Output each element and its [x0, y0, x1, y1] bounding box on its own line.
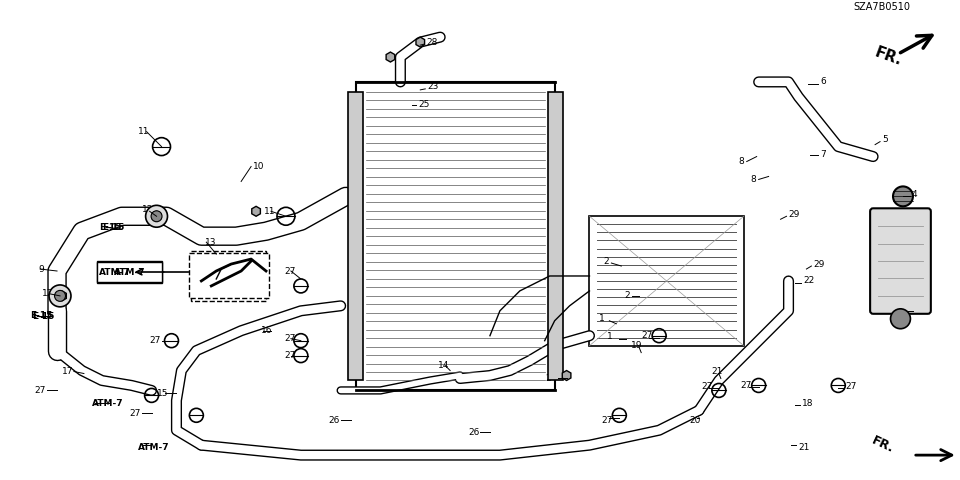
Text: ATM-7: ATM-7 [92, 399, 124, 408]
Text: 21: 21 [711, 367, 722, 376]
Polygon shape [563, 371, 571, 381]
Text: 2: 2 [604, 256, 609, 265]
Text: 29: 29 [813, 260, 825, 268]
Bar [355, 82, 555, 390]
Text: ATM-7: ATM-7 [114, 267, 146, 276]
Text: 27: 27 [741, 381, 752, 390]
Text: ATM-7: ATM-7 [137, 443, 169, 452]
Circle shape [55, 290, 65, 301]
Text: 23: 23 [427, 83, 439, 91]
Text: 10: 10 [253, 162, 265, 171]
Text: 25: 25 [419, 100, 430, 109]
Circle shape [49, 285, 71, 307]
Text: 9: 9 [38, 264, 44, 274]
Text: 26: 26 [328, 416, 340, 425]
Text: 13: 13 [205, 238, 217, 247]
Text: 19: 19 [632, 341, 643, 350]
Text: FR.: FR. [870, 434, 897, 456]
Text: 27: 27 [701, 382, 712, 391]
Text: 22: 22 [804, 276, 815, 286]
Text: 27: 27 [601, 416, 612, 425]
Polygon shape [153, 211, 161, 221]
Bar [97, 262, 161, 282]
Bar [348, 92, 363, 381]
Text: 2: 2 [624, 291, 630, 300]
Text: 27: 27 [284, 266, 296, 276]
Bar [191, 251, 266, 301]
Text: 1: 1 [608, 332, 613, 341]
Text: SZA7B0510: SZA7B0510 [853, 2, 910, 12]
Text: 26: 26 [468, 428, 479, 437]
Text: 27: 27 [35, 386, 45, 395]
Bar [97, 261, 161, 283]
Text: 11: 11 [264, 207, 276, 216]
Text: 16: 16 [261, 326, 273, 335]
Text: 24: 24 [545, 374, 557, 383]
Bar [589, 216, 744, 346]
Text: E-15: E-15 [32, 312, 55, 321]
Text: 27: 27 [845, 382, 856, 391]
Bar [547, 92, 563, 381]
Text: 27: 27 [641, 331, 653, 340]
Text: E-15: E-15 [102, 223, 124, 232]
Text: 27: 27 [130, 409, 141, 418]
Text: 28: 28 [426, 37, 438, 47]
Text: 11: 11 [137, 127, 149, 136]
Text: 4: 4 [912, 190, 918, 199]
Text: 1: 1 [599, 314, 605, 323]
Polygon shape [416, 37, 424, 47]
Text: 5: 5 [882, 135, 888, 144]
Text: 27: 27 [284, 351, 296, 360]
Text: 6: 6 [821, 77, 827, 86]
Text: 21: 21 [799, 443, 810, 452]
Circle shape [151, 211, 162, 222]
Polygon shape [386, 52, 395, 62]
FancyBboxPatch shape [870, 208, 931, 314]
Text: 8: 8 [751, 175, 756, 184]
Text: 3: 3 [915, 306, 921, 315]
Text: 27: 27 [150, 336, 161, 345]
Circle shape [146, 205, 167, 227]
Text: 18: 18 [803, 399, 814, 408]
Text: 12: 12 [42, 289, 54, 299]
Text: 15: 15 [156, 389, 168, 398]
Text: 29: 29 [788, 210, 800, 219]
Text: 14: 14 [438, 361, 449, 370]
Circle shape [891, 309, 910, 329]
Text: 17: 17 [62, 367, 74, 376]
Circle shape [893, 186, 913, 206]
Text: E-15: E-15 [30, 312, 53, 320]
Text: E-15: E-15 [99, 223, 121, 232]
Text: 8: 8 [739, 157, 745, 166]
Text: FR.: FR. [873, 45, 903, 69]
Polygon shape [58, 291, 66, 301]
Text: 7: 7 [821, 150, 827, 159]
Bar [189, 253, 269, 298]
Polygon shape [252, 206, 260, 216]
Text: 12: 12 [142, 205, 153, 214]
Text: 20: 20 [689, 416, 701, 425]
Text: 27: 27 [284, 334, 296, 343]
Text: ATM-7: ATM-7 [99, 267, 131, 276]
